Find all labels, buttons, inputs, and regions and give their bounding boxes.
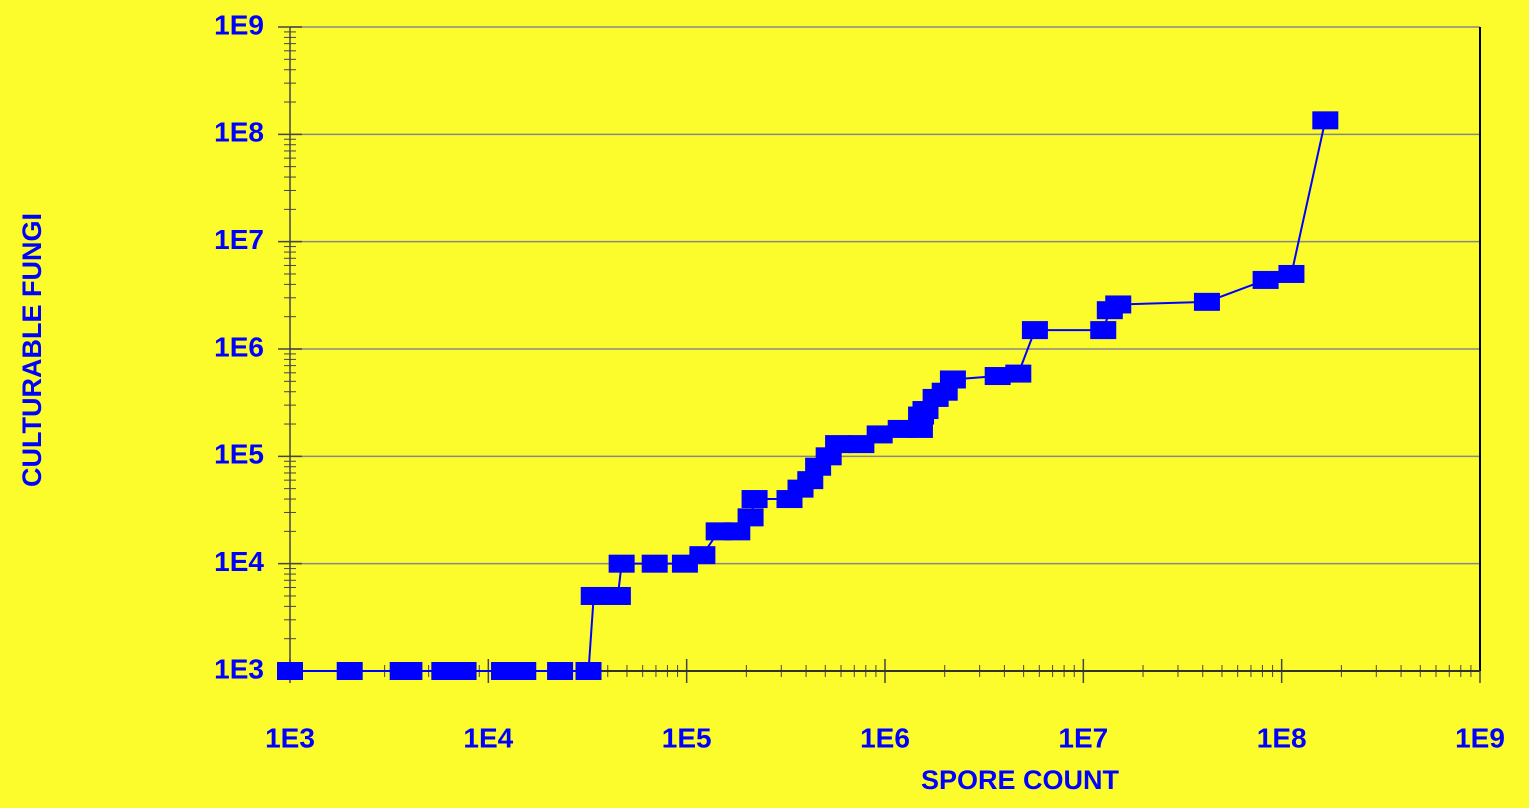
marker [1193,292,1220,311]
x-tick-label: 1E3 [265,722,315,753]
marker [1090,321,1117,340]
marker [984,367,1011,386]
marker [396,662,423,680]
marker [1105,295,1132,314]
marker [580,586,607,605]
marker [1005,364,1032,383]
y-tick-label: 1E8 [214,117,264,148]
y-tick-label: 1E7 [214,224,264,255]
marker [450,662,477,680]
y-tick-label: 1E3 [214,653,264,684]
marker [1278,264,1305,283]
marker [604,586,631,605]
x-tick-label: 1E9 [1455,722,1505,753]
marker [608,554,635,573]
marker [939,370,966,389]
marker [1021,321,1048,340]
marker [277,662,303,680]
y-tick-label: 1E4 [214,546,264,577]
marker [689,546,716,565]
marker [547,662,574,680]
y-tick-label: 1E9 [214,9,264,40]
y-axis-label: CULTURABLE FUNGI [17,213,47,487]
y-tick-label: 1E5 [214,439,264,470]
marker [724,522,751,541]
x-tick-label: 1E7 [1058,722,1108,753]
marker [575,662,602,680]
marker [1252,270,1279,289]
marker [866,425,893,444]
marker [336,662,363,680]
marker [641,554,668,573]
marker [510,662,537,680]
marker [1312,111,1339,130]
x-tick-label: 1E8 [1257,722,1307,753]
marker [825,435,852,454]
x-tick-label: 1E4 [463,722,513,753]
x-tick-label: 1E6 [860,722,910,753]
marker [741,490,768,509]
x-tick-label: 1E5 [662,722,712,753]
marker [737,508,764,527]
y-tick-label: 1E6 [214,331,264,362]
series-line [290,120,1327,672]
x-axis-label: SPORE COUNT [921,765,1120,795]
